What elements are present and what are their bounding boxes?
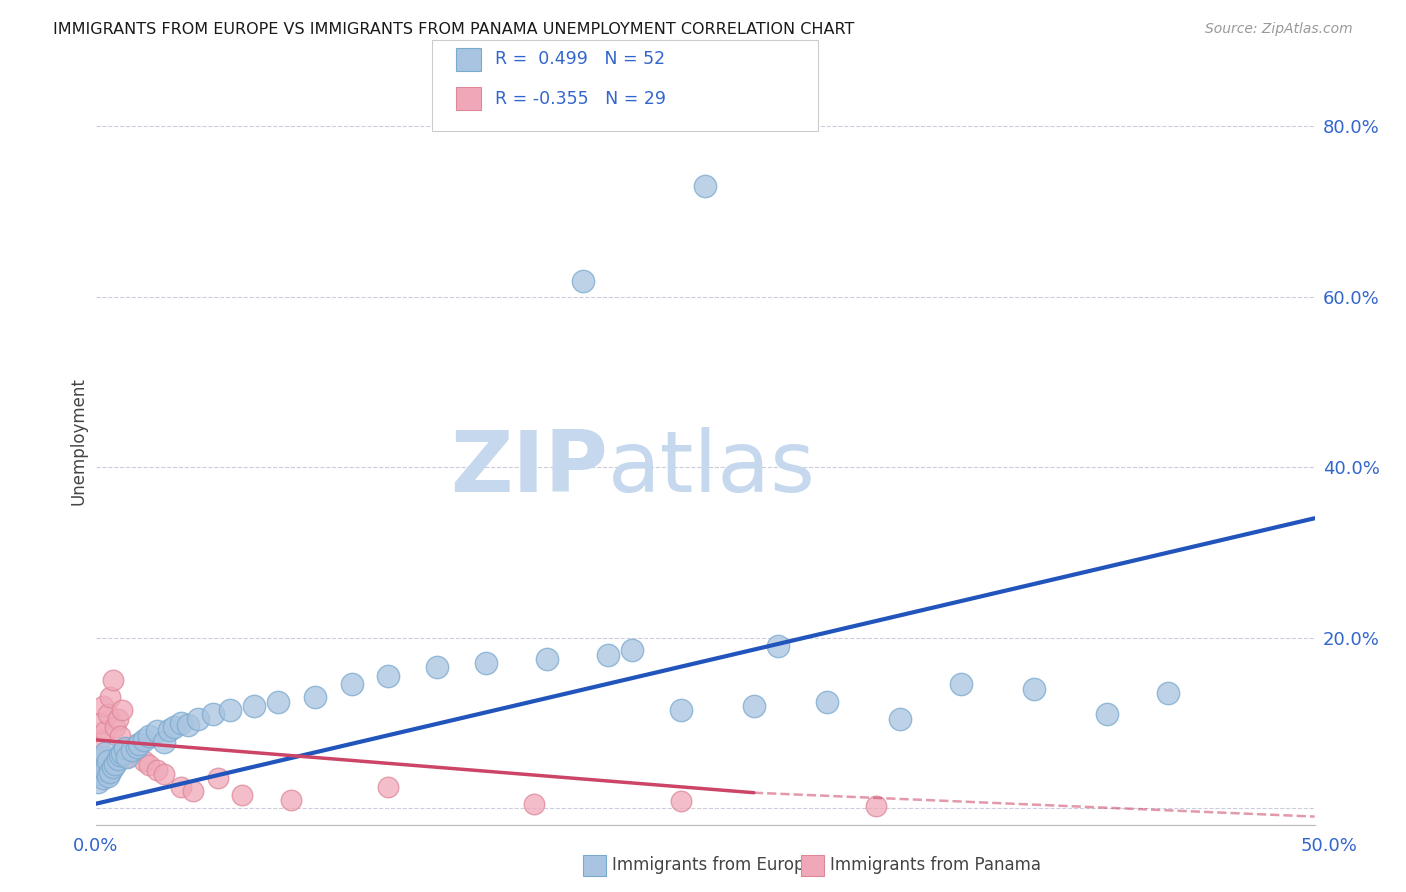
Point <box>950 677 973 691</box>
Point <box>138 758 160 772</box>
Point <box>1097 707 1119 722</box>
Point <box>1024 681 1046 696</box>
Point <box>117 750 139 764</box>
Point <box>768 639 790 653</box>
Point <box>121 743 143 757</box>
Point <box>523 797 546 811</box>
Point <box>181 784 204 798</box>
Point <box>97 769 120 783</box>
Point <box>304 690 326 705</box>
Y-axis label: Unemployment: Unemployment <box>69 377 87 506</box>
Point <box>889 712 911 726</box>
Point <box>377 669 399 683</box>
Point <box>815 694 838 708</box>
Point <box>162 720 184 734</box>
Text: 50.0%: 50.0% <box>1301 837 1357 855</box>
Point <box>89 715 111 730</box>
Point <box>1157 686 1180 700</box>
Point <box>91 771 114 785</box>
Point <box>134 732 156 747</box>
Point <box>145 724 167 739</box>
Point <box>340 677 363 691</box>
Point <box>134 754 156 768</box>
Point <box>98 765 121 780</box>
Point <box>94 724 117 739</box>
Point <box>153 767 176 781</box>
Point <box>145 763 167 777</box>
Point <box>138 729 160 743</box>
Point <box>474 656 496 670</box>
Point <box>218 703 240 717</box>
Point <box>669 794 692 808</box>
Point <box>267 694 290 708</box>
Text: atlas: atlas <box>607 427 815 510</box>
Point <box>101 673 124 688</box>
Point <box>742 698 765 713</box>
Point <box>89 732 111 747</box>
Text: ZIP: ZIP <box>450 427 607 510</box>
Point <box>89 767 111 781</box>
Point <box>865 799 887 814</box>
Point <box>121 746 143 760</box>
Point <box>91 698 114 713</box>
Point <box>111 703 134 717</box>
Point <box>111 746 134 760</box>
Point <box>101 760 124 774</box>
Point <box>170 715 193 730</box>
Text: R = -0.355   N = 29: R = -0.355 N = 29 <box>495 90 666 108</box>
Text: IMMIGRANTS FROM EUROPE VS IMMIGRANTS FROM PANAMA UNEMPLOYMENT CORRELATION CHART: IMMIGRANTS FROM EUROPE VS IMMIGRANTS FRO… <box>53 22 855 37</box>
Text: Immigrants from Europe: Immigrants from Europe <box>612 856 814 874</box>
Point <box>114 741 136 756</box>
Point <box>170 780 193 794</box>
Point <box>187 712 209 726</box>
Point <box>572 274 595 288</box>
Point <box>114 741 136 756</box>
Point <box>87 750 110 764</box>
Point <box>97 754 120 768</box>
Point <box>108 729 131 743</box>
Point <box>177 717 200 731</box>
Point <box>104 720 127 734</box>
Point <box>117 750 139 764</box>
Point <box>157 723 180 737</box>
Point <box>243 698 266 713</box>
Point <box>104 756 127 771</box>
Point <box>89 758 111 772</box>
Point <box>108 748 131 763</box>
Point <box>87 775 110 789</box>
Point <box>91 750 114 764</box>
Point <box>201 707 224 722</box>
Point <box>426 660 449 674</box>
Point <box>620 643 643 657</box>
Point <box>125 737 148 751</box>
Point <box>107 751 129 765</box>
Point <box>536 652 558 666</box>
Point <box>377 780 399 794</box>
Point <box>695 178 717 193</box>
Point <box>153 734 176 748</box>
Text: Source: ZipAtlas.com: Source: ZipAtlas.com <box>1205 22 1353 37</box>
Point <box>107 712 129 726</box>
Text: R =  0.499   N = 52: R = 0.499 N = 52 <box>495 50 665 69</box>
Point <box>231 789 253 803</box>
Point <box>596 648 619 662</box>
Point <box>207 771 229 785</box>
Point <box>669 703 692 717</box>
Point <box>97 707 120 722</box>
Point <box>280 792 302 806</box>
Text: 0.0%: 0.0% <box>73 837 118 855</box>
Point <box>98 690 121 705</box>
Point <box>94 746 117 760</box>
Text: Immigrants from Panama: Immigrants from Panama <box>830 856 1040 874</box>
Point <box>94 763 117 777</box>
Point <box>128 737 150 751</box>
Point <box>125 739 148 754</box>
